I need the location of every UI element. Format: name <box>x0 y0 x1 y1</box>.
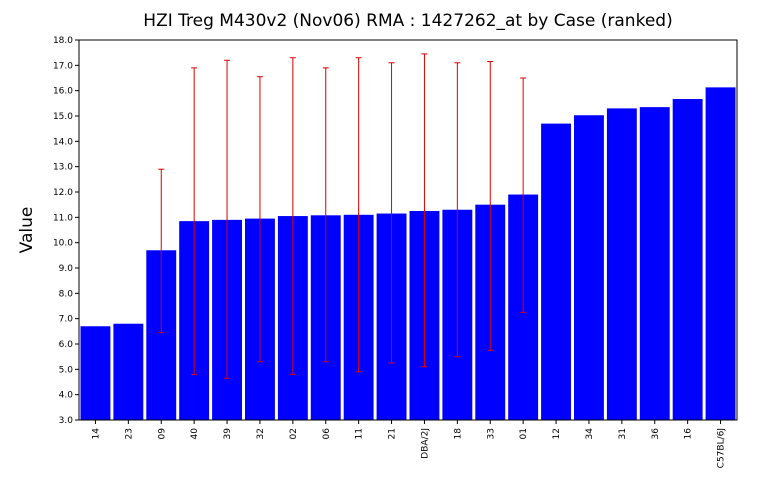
y-tick-label-11: 14.0 <box>53 137 73 147</box>
x-tick-label-0: 14 <box>91 428 101 440</box>
x-tick-label-16: 31 <box>618 428 628 439</box>
error-bar-5 <box>256 76 263 363</box>
y-tick-label-1: 4.0 <box>59 391 74 401</box>
bar-17 <box>639 107 670 420</box>
plot-frame <box>78 39 738 421</box>
bar-1 <box>113 323 144 420</box>
y-tick-label-12: 15.0 <box>53 112 73 122</box>
x-tick-label-3: 40 <box>190 428 200 440</box>
x-tick-label-17: 36 <box>651 428 661 440</box>
error-bar-6 <box>289 57 296 375</box>
x-tick-label-18: 16 <box>684 428 694 440</box>
y-tick-label-13: 16.0 <box>53 87 73 97</box>
x-axis: 14 23 09 40 39 32 02 06 11 21 DBA/2J 18 33 01 12 34 31 36… <box>91 420 727 468</box>
x-tick-label-1: 23 <box>124 428 134 439</box>
y-tick-label-4: 7.0 <box>59 315 74 325</box>
bar-14 <box>541 123 571 420</box>
y-tick-label-3: 6.0 <box>59 340 74 350</box>
error-bar-13 <box>520 77 527 313</box>
x-tick-label-2: 09 <box>157 428 167 440</box>
x-tick-label-15: 34 <box>585 428 595 440</box>
y-tick-label-8: 11.0 <box>53 213 73 223</box>
error-bar-7 <box>322 67 329 363</box>
y-tick-label-2: 5.0 <box>59 365 74 375</box>
bar-19 <box>705 87 736 420</box>
x-tick-label-7: 06 <box>322 428 332 440</box>
x-tick-label-9: 21 <box>388 428 398 439</box>
y-tick-label-7: 10.0 <box>53 239 73 249</box>
bars-group <box>80 87 736 421</box>
error-bar-11 <box>454 62 461 358</box>
error-bar-10 <box>421 53 428 368</box>
y-axis: 3.0 4.0 5.0 6.0 7.0 8.0 9.0 10.0 11.0 12.0 13.0 14.… <box>53 36 79 426</box>
x-tick-label-14: 12 <box>552 428 562 439</box>
x-tick-label-10: DBA/2J <box>420 428 430 459</box>
error-bar-9 <box>388 62 395 364</box>
x-tick-label-5: 32 <box>256 428 266 439</box>
bar-0 <box>80 326 111 420</box>
y-tick-label-14: 17.0 <box>53 61 73 71</box>
chart-title: HZI Treg M430v2 (Nov06) RMA : 1427262_at… <box>143 11 672 31</box>
error-bar-4 <box>224 59 231 379</box>
error-bars-group <box>158 53 527 379</box>
x-tick-label-11: 18 <box>453 428 463 440</box>
y-tick-label-10: 13.0 <box>53 163 73 173</box>
bar-15 <box>574 115 604 421</box>
error-bar-8 <box>355 57 362 373</box>
bar-16 <box>606 108 637 421</box>
y-tick-label-9: 12.0 <box>53 188 73 198</box>
x-tick-label-19: C57BL/6J <box>717 428 727 468</box>
bar-18 <box>672 99 703 420</box>
x-tick-label-4: 39 <box>223 428 233 440</box>
x-tick-label-12: 33 <box>486 428 496 439</box>
error-bar-2 <box>158 168 165 334</box>
y-tick-label-6: 9.0 <box>59 264 74 274</box>
y-tick-label-0: 3.0 <box>59 416 74 426</box>
y-axis-label: Value <box>17 207 37 254</box>
error-bar-12 <box>487 61 494 351</box>
y-tick-label-5: 8.0 <box>59 289 74 299</box>
x-tick-label-8: 11 <box>355 428 365 439</box>
x-tick-label-13: 01 <box>519 428 529 439</box>
y-tick-label-15: 18.0 <box>53 36 73 46</box>
error-bar-3 <box>191 67 198 375</box>
x-tick-label-6: 02 <box>289 428 299 439</box>
